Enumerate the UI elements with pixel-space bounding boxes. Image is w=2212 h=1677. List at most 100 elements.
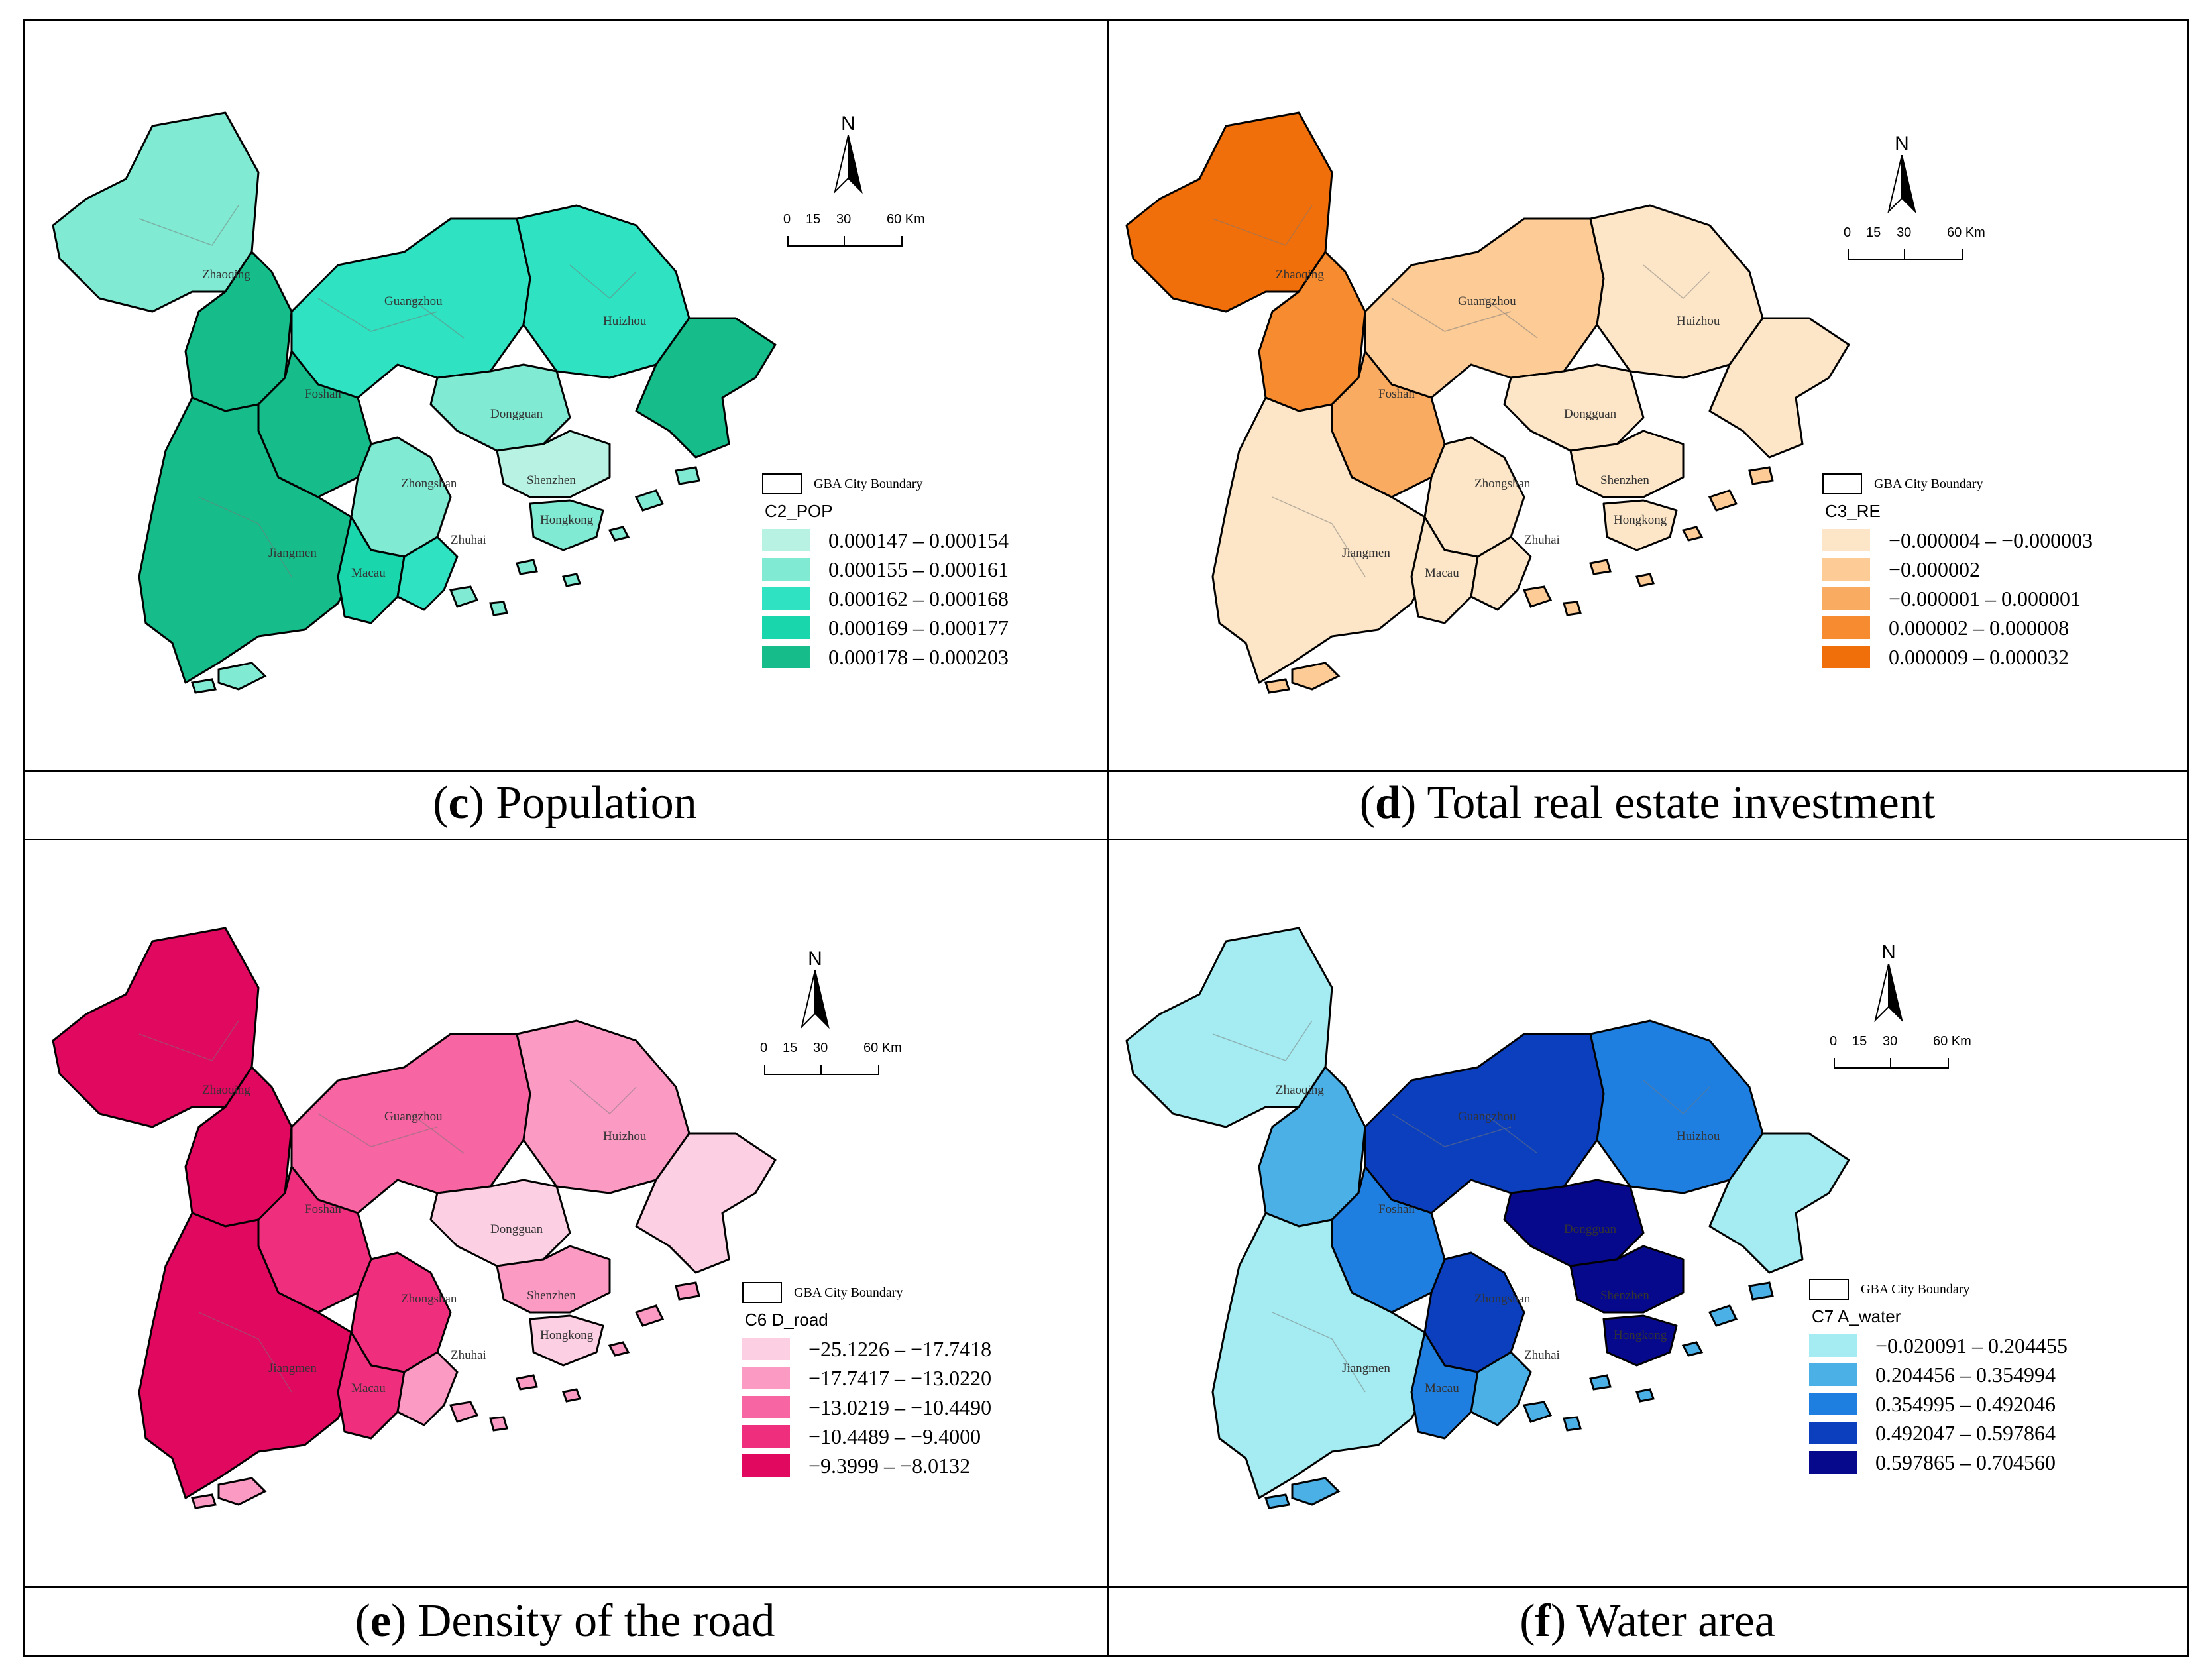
district-boundary [1212,1020,1313,1061]
scale-mid-tick [1904,249,1905,259]
scale-mid-tick [844,236,845,245]
district-boundary [198,496,292,577]
city-label-dongguan: Dongguan [490,1222,543,1236]
caption-paren: ( [355,1595,370,1647]
north-label: N [808,948,822,970]
north-arrow: N [775,948,855,1030]
boundary-swatch [762,473,802,494]
caption-paren: ( [1359,778,1376,829]
region-dongguan [429,363,571,452]
scale-tick: 15 [806,212,821,227]
legend-class-row: 0.492047 – 0.597864 [1809,1418,2180,1448]
legend-class-row: −0.000002 [1822,555,2193,584]
district-boundary [1643,264,1710,300]
region-jiangmen [138,396,359,684]
scale-tick: 0 [1844,225,1852,240]
legend-class-row: 0.000002 – 0.000008 [1822,613,2193,642]
city-label-zhaoqing: Zhaoqing [202,268,250,282]
city-label-dongguan: Dongguan [1564,1222,1617,1236]
island [608,1341,630,1357]
legend-class-row: 0.000178 – 0.000203 [762,642,1133,671]
legend-swatch [762,616,810,639]
north-arrow: N [808,113,888,195]
north-label: N [1881,941,1896,963]
island [1635,573,1655,587]
island [1708,489,1738,512]
island [1563,601,1582,616]
choropleth-map: Zhaoqing Guangzhou Huizhou Foshan Dongguan Zh… [1125,111,1850,694]
region-zhaoqing [52,927,260,1128]
region-jiangmen [1211,396,1433,684]
caption-paren: ) [469,778,484,829]
city-label-zhaoqing: Zhaoqing [1276,1083,1324,1097]
caption-letter: c [448,778,469,829]
city-label-huizhou: Huizhou [603,1129,647,1143]
map-legend: GBA City Boundary C6 D_road −25.1226 – −… [742,1279,1113,1480]
region-zhaoqing [1125,927,1333,1128]
island [516,1374,538,1391]
legend-class-label: 0.000147 – 0.000154 [828,528,1009,552]
city-label-zhaoqing: Zhaoqing [1276,268,1324,282]
legend-swatch [1822,558,1870,581]
boundary-label: GBA City Boundary [794,1285,903,1300]
map-legend: GBA City Boundary C2_POP 0.000147 – 0.00… [762,471,1133,671]
caption-paren: ) [1400,778,1417,829]
region-huizhou [516,204,691,379]
north-arrow-icon [1874,964,1903,1023]
legend-class-row: −25.1226 – −17.7418 [742,1334,1113,1363]
region-huizhou [1589,1019,1764,1194]
caption-text: Population [484,778,697,829]
city-label-hongkong: Hongkong [540,1328,594,1342]
island [217,1477,267,1506]
city-label-macau: Macau [351,1381,386,1395]
city-label-hongkong: Hongkong [540,513,594,527]
legend-field-name: C7 A_water [1812,1306,1901,1326]
island [449,1401,479,1423]
island [675,466,700,485]
region-huizhou [516,1019,691,1194]
legend-swatch [1822,646,1870,668]
legend-class-label: −0.000001 – 0.000001 [1889,586,2081,610]
island [489,601,508,616]
north-arrow-icon [801,970,830,1029]
city-label-guangzhou: Guangzhou [1458,1110,1516,1124]
city-label-zhongshan: Zhongshan [401,477,457,491]
legend-class-row: 0.000155 – 0.000161 [762,555,1133,584]
legend-field-name: C2_POP [765,501,833,521]
region-macau [337,1331,406,1440]
legend-swatch [762,587,810,610]
island [1748,1281,1774,1301]
north-arrow-icon [1887,155,1916,214]
island [562,1388,581,1403]
legend-field-name: C6 D_road [745,1310,828,1330]
city-label-zhongshan: Zhongshan [1474,1292,1531,1306]
scale-tick: 15 [1866,225,1881,240]
city-label-jiangmen: Jiangmen [268,1361,317,1375]
panel-divider [25,838,2187,840]
legend-class-row: 0.354995 – 0.492046 [1809,1389,2180,1418]
legend-class-label: 0.000002 – 0.000008 [1889,615,2069,640]
scale-tick: 30 [1883,1034,1898,1049]
city-label-dongguan: Dongguan [490,407,543,421]
panel-caption: (e) Density of the road [25,1587,1105,1656]
panel-divider [25,770,2187,772]
island [1291,1477,1341,1506]
region-zhaoqing [1125,111,1333,313]
legend-swatch [762,646,810,668]
scale-tick: 60 Km [887,212,925,227]
legend-class-row: 0.000147 – 0.000154 [762,526,1133,555]
region-zhuhai [396,1351,459,1426]
legend-class-label: 0.000178 – 0.000203 [828,644,1009,669]
city-label-zhongshan: Zhongshan [401,1292,457,1306]
scale-tick: 30 [1897,225,1912,240]
legend-swatch [762,529,810,551]
city-label-huizhou: Huizhou [603,314,647,328]
legend-class-label: −17.7417 – −13.0220 [808,1365,992,1390]
legend-class-row: −13.0219 – −10.4490 [742,1393,1113,1422]
region-shenzhen [1569,1245,1685,1314]
scale-tick: 30 [836,212,852,227]
scale-tick: 60 Km [1933,1034,1971,1049]
legend-class-label: −10.4489 – −9.4000 [808,1424,981,1448]
city-label-hongkong: Hongkong [1614,1328,1667,1342]
figure-frame [23,19,2189,1657]
